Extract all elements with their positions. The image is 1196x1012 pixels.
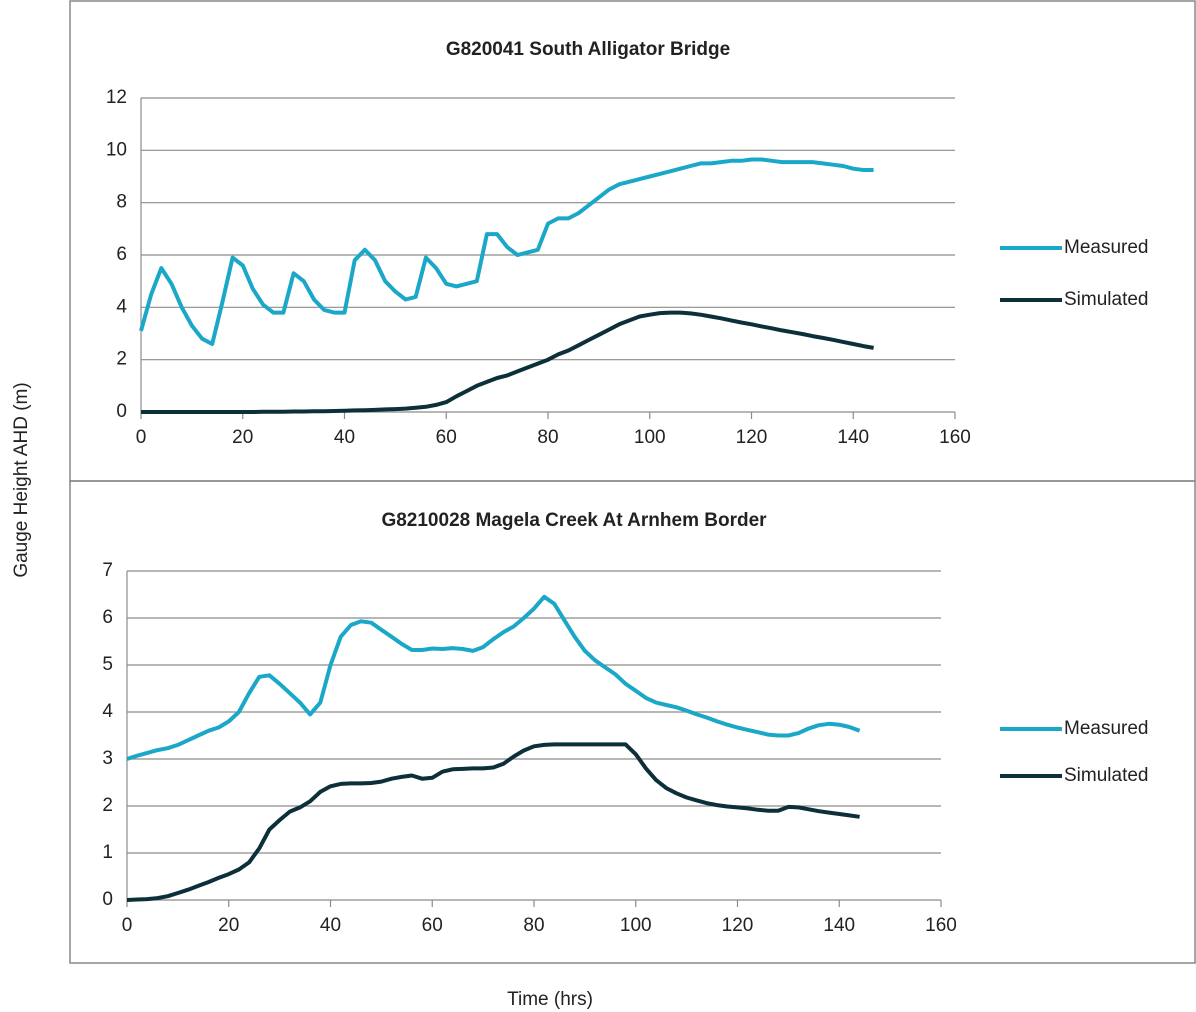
x-tick-label: 40 <box>320 915 341 936</box>
y-tick-label: 1 <box>102 842 113 863</box>
x-tick-label: 120 <box>722 915 754 936</box>
legend-label: Measured <box>1064 718 1149 739</box>
x-tick-label: 20 <box>218 915 239 936</box>
y-tick-label: 3 <box>102 748 113 769</box>
y-tick-label: 0 <box>116 401 127 422</box>
x-tick-label: 80 <box>523 915 544 936</box>
panel-frame <box>69 480 1196 964</box>
x-tick-label: 40 <box>334 427 355 448</box>
data-line <box>139 157 874 346</box>
x-tick-label: 80 <box>537 427 558 448</box>
legend-label: Measured <box>1064 237 1149 258</box>
y-axis-label: Gauge Height AHD (m) <box>11 382 32 577</box>
y-tick-label: 12 <box>106 87 127 108</box>
y-tick-label: 2 <box>102 795 113 816</box>
x-tick-label: 0 <box>122 915 133 936</box>
chart-title: G8210028 Magela Creek At Arnhem Border <box>381 510 767 531</box>
y-tick-label: 2 <box>116 349 127 370</box>
x-tick-label: 60 <box>422 915 443 936</box>
x-tick-label: 160 <box>925 915 957 936</box>
y-tick-label: 5 <box>102 654 113 675</box>
x-tick-label: 140 <box>823 915 855 936</box>
x-tick-label: 120 <box>736 427 768 448</box>
y-tick-label: 10 <box>106 139 127 160</box>
x-tick-label: 160 <box>939 427 971 448</box>
x-tick-label: 100 <box>620 915 652 936</box>
y-tick-label: 6 <box>116 244 127 265</box>
panel-frame <box>69 0 1196 482</box>
x-tick-label: 20 <box>232 427 253 448</box>
legend-label: Simulated <box>1064 289 1149 310</box>
y-tick-label: 8 <box>116 192 127 213</box>
y-tick-label: 0 <box>102 889 113 910</box>
y-tick-label: 4 <box>102 701 113 722</box>
data-line <box>126 594 861 761</box>
x-tick-label: 0 <box>136 427 147 448</box>
x-tick-label: 100 <box>634 427 666 448</box>
chart-panel: G8210028 Magela Creek At Arnhem Border 0 1… <box>69 480 1196 964</box>
x-axis-label: Time (hrs) <box>507 989 593 1010</box>
x-tick-label: 140 <box>837 427 869 448</box>
data-line <box>126 742 860 902</box>
y-tick-label: 7 <box>102 560 113 581</box>
data-line <box>141 310 874 414</box>
chart-panel: G820041 South Alligator Bridge0246810120… <box>69 0 1196 482</box>
y-tick-label: 4 <box>116 296 127 317</box>
chart-title: G820041 South Alligator Bridge <box>446 39 730 60</box>
x-tick-label: 60 <box>436 427 457 448</box>
y-tick-label: 6 <box>102 607 113 628</box>
legend-label: Simulated <box>1064 765 1149 786</box>
